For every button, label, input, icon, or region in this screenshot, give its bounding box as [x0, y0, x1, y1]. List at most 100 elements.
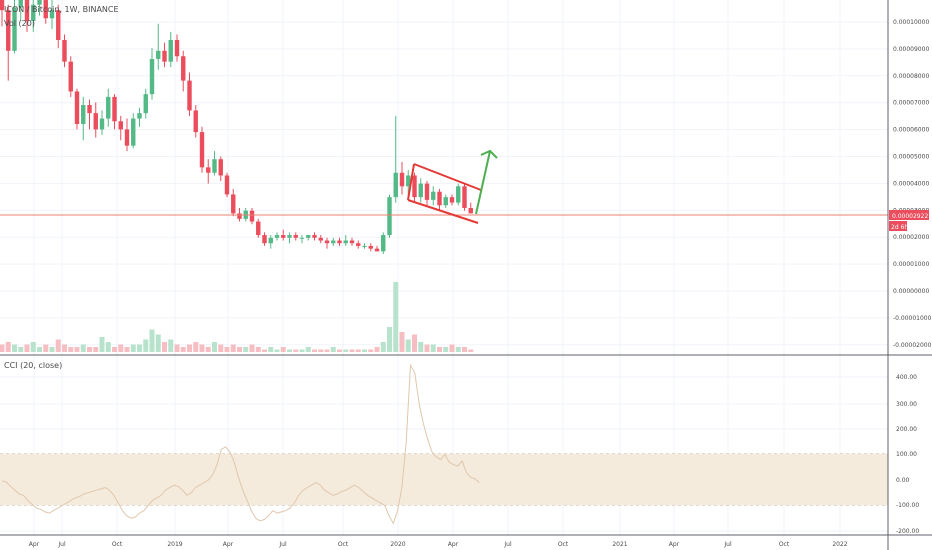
volume-bar [237, 347, 242, 352]
candle-body [181, 56, 186, 81]
volume-bar [318, 349, 324, 352]
volume-bar [368, 349, 374, 352]
candle-body [262, 235, 267, 244]
volume-bar [199, 344, 205, 352]
volume-bar [74, 347, 80, 352]
volume-bar [262, 349, 267, 352]
volume-bar [280, 347, 286, 352]
candle-body [156, 50, 161, 59]
price-tick-label: 0.00008000 [893, 73, 929, 80]
volume-bar [218, 344, 224, 352]
candle-body [374, 248, 380, 252]
candle-body [43, 0, 48, 19]
volume-bar [430, 344, 436, 352]
price-tick-label: -0.00001000 [893, 315, 932, 322]
volume-bar [62, 344, 67, 352]
time-tick-label: Apr [669, 541, 680, 548]
volume-bar [5, 342, 11, 352]
volume-bar [287, 349, 292, 352]
last-time-box [889, 221, 907, 231]
last-price-label: 0.00002922 [892, 213, 928, 220]
time-tick-label: 2019 [167, 541, 182, 548]
candle-body [349, 240, 355, 244]
cci-tick-label: 400.00 [896, 374, 917, 381]
volume-bar [174, 344, 180, 352]
candle-body [199, 132, 205, 168]
volume-bar [424, 344, 430, 352]
time-tick-label: 2021 [612, 541, 627, 548]
volume-bar [149, 329, 155, 352]
volume-bar [455, 347, 461, 352]
cci-tick-label: -200.00 [896, 528, 919, 535]
bull-flag-drawing [407, 149, 498, 224]
candle-body [212, 159, 217, 173]
volume-bar [380, 342, 386, 352]
time-tick-label: Jul [278, 541, 287, 548]
candle-body [462, 186, 467, 208]
volume-bar [243, 347, 249, 352]
candle-body [74, 91, 80, 124]
candle-body [274, 235, 280, 238]
candle-body [31, 4, 36, 21]
volume-bar [418, 342, 424, 352]
volume-bar [249, 344, 255, 352]
candle-body [387, 197, 392, 236]
volume-bar [37, 347, 42, 352]
volume-bar [299, 349, 305, 352]
volume-bar [437, 347, 442, 352]
price-tick-label: 0.00006000 [893, 127, 929, 134]
volume-bar [412, 334, 417, 352]
candle-body [331, 240, 336, 244]
time-tick-label: 2020 [390, 541, 405, 548]
volume-bar [193, 342, 199, 352]
candle-body [68, 61, 73, 92]
symbol-title: ICON / Bitcoin, 1W, BINANCE [4, 5, 119, 14]
price-tick-label: 0.00010000 [893, 19, 929, 26]
candle-body [0, 0, 5, 11]
candle-body [268, 237, 273, 244]
volume-bar [324, 349, 330, 352]
candle-body [143, 94, 148, 114]
volume-bar [362, 349, 367, 352]
volume-bar [405, 339, 411, 352]
price-tick-label: -0.00002000 [893, 342, 932, 349]
volume-bar [268, 347, 274, 352]
volume-bar [449, 344, 455, 352]
volume-bar [393, 282, 399, 352]
volume-bar [162, 342, 167, 352]
candle-body [393, 172, 398, 198]
candle-body [231, 194, 236, 214]
candle-body [281, 235, 286, 238]
cci-axis: 400.00 300.00 200.00 100.00 0.00 -100.00 -200.… [896, 374, 919, 535]
volume-bar [0, 344, 5, 352]
volume-bar [212, 342, 217, 352]
volume-bar [230, 344, 236, 352]
candle-body [24, 0, 30, 22]
candle-body [131, 118, 136, 146]
volume-bar [187, 344, 192, 352]
time-tick-label: Apr [448, 541, 459, 548]
volume-bar [343, 349, 349, 352]
candle-body [418, 183, 423, 198]
volume-bar [468, 349, 474, 352]
volume-bar [374, 347, 380, 352]
time-tick-label: Jul [723, 541, 732, 548]
candle-body [18, 0, 23, 8]
price-tick-label: 0.00009000 [893, 46, 929, 53]
volume-bar [99, 337, 105, 352]
time-tick-label: 2022 [832, 541, 847, 548]
candle-body [431, 191, 436, 200]
candle-body [112, 96, 117, 122]
volume-bars [0, 282, 474, 352]
volume-bar [443, 347, 449, 352]
candle-body [124, 129, 130, 146]
candle-body [174, 39, 180, 57]
volume-bar [137, 344, 142, 352]
candle-body [249, 210, 255, 222]
volume-bar [330, 347, 336, 352]
volume-bar [293, 349, 299, 352]
volume-bar [255, 347, 261, 352]
volume-bar [355, 349, 361, 352]
price-tick-label: 0.00001000 [893, 261, 929, 268]
